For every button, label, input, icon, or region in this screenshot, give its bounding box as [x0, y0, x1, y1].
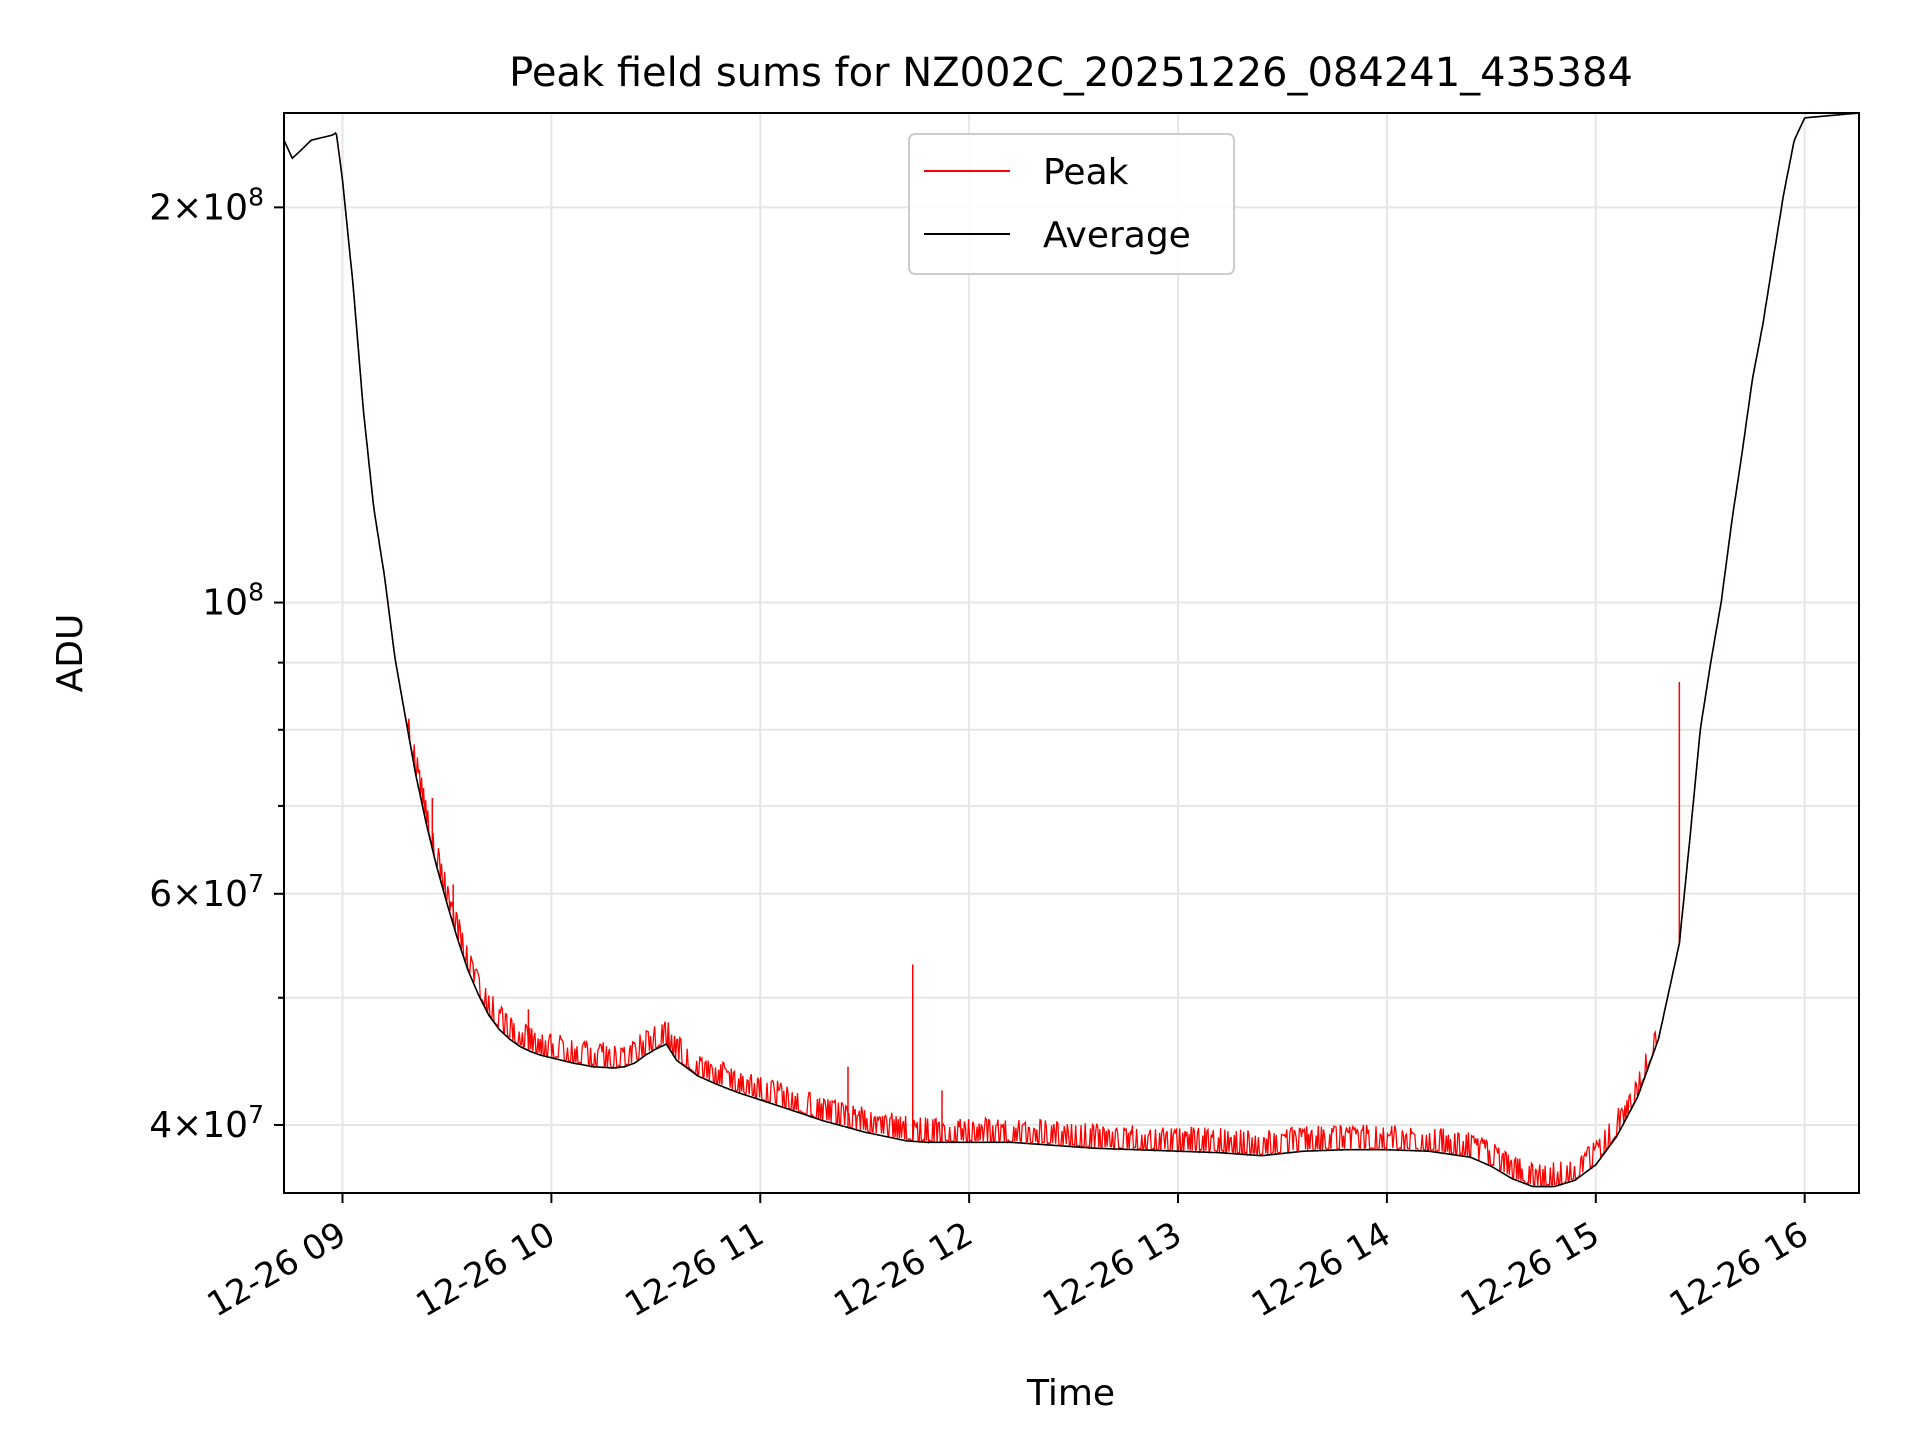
y-tick-label: 6×107 — [149, 869, 264, 915]
average-series-line — [284, 113, 1859, 1188]
chart-title: Peak field sums for NZ002C_20251226_0842… — [509, 50, 1633, 96]
legend-box — [908, 133, 1235, 275]
legend-average-label: Average — [1043, 215, 1191, 256]
x-axis-label: Time — [1026, 1373, 1115, 1414]
y-tick-label: 2×108 — [149, 182, 264, 228]
plot-frame — [283, 112, 1860, 1194]
y-tick-label: 4×107 — [149, 1100, 264, 1146]
plot-area — [284, 113, 1859, 1189]
y-axis-ticks: 4×107 6×107 108 2×108 — [149, 182, 284, 1146]
series-layer — [284, 113, 1859, 1189]
y-axis-label: ADU — [50, 614, 91, 693]
legend-peak-label: Peak — [1043, 152, 1129, 193]
y-tick-label: 108 — [202, 578, 264, 624]
grid-lines — [284, 113, 1859, 1193]
legend: Peak Average — [908, 133, 1235, 275]
